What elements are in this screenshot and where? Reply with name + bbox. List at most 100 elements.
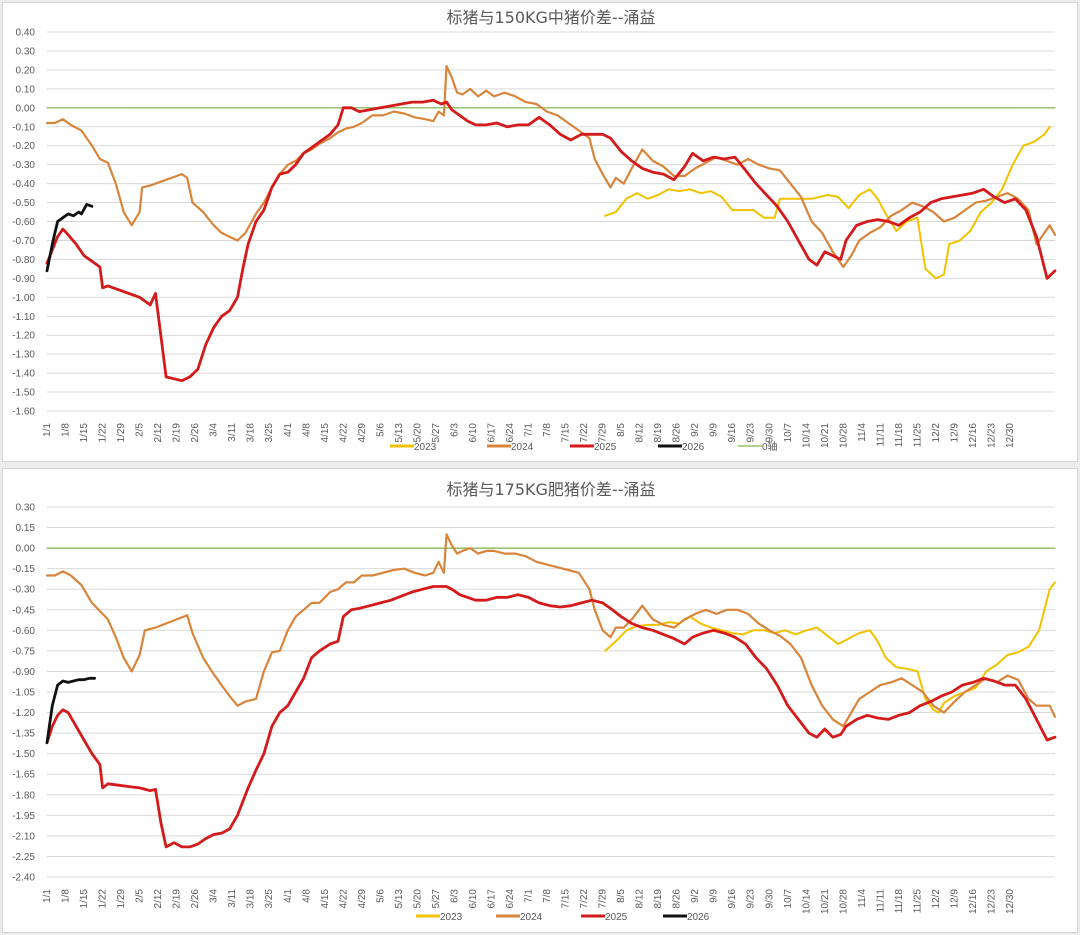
x-tick-label: 12/16 <box>968 889 979 914</box>
x-tick-label: 5/27 <box>431 423 442 443</box>
x-tick-label: 2/19 <box>172 889 183 909</box>
x-tick-label: 8/5 <box>616 423 627 437</box>
x-tick-label: 11/18 <box>894 423 905 448</box>
x-tick-label: 2/26 <box>190 889 201 909</box>
x-tick-label: 12/23 <box>987 423 998 448</box>
y-tick-label: -1.60 <box>12 407 35 418</box>
y-tick-label: -0.30 <box>12 585 35 596</box>
x-tick-label: 11/25 <box>912 423 923 448</box>
x-tick-label: 6/3 <box>449 423 460 437</box>
x-tick-label: 11/4 <box>857 423 868 442</box>
x-tick-label: 9/30 <box>764 889 775 909</box>
x-tick-label: 7/8 <box>542 423 553 437</box>
x-tick-label: 12/2 <box>931 423 942 443</box>
x-tick-label: 7/29 <box>598 889 609 909</box>
x-tick-label: 9/9 <box>709 889 720 903</box>
legend-label: 2025 <box>594 442 617 453</box>
x-tick-label: 5/20 <box>412 423 423 443</box>
y-tick-label: -0.30 <box>12 160 35 171</box>
legend-label: 2026 <box>682 442 705 453</box>
x-tick-label: 6/24 <box>505 423 516 443</box>
x-tick-label: 10/14 <box>801 423 812 448</box>
x-tick-label: 5/20 <box>412 889 423 909</box>
x-tick-label: 4/15 <box>320 889 331 909</box>
y-tick-label: -0.60 <box>12 217 35 228</box>
x-tick-label: 2/19 <box>172 423 183 443</box>
legend-label: 0轴 <box>762 440 778 453</box>
x-tick-label: 7/22 <box>579 423 590 443</box>
y-tick-label: -2.25 <box>12 852 35 863</box>
x-tick-label: 7/1 <box>524 423 535 437</box>
y-tick-label: -0.15 <box>12 564 35 575</box>
series-line-2023 <box>604 125 1051 280</box>
x-tick-label: 8/19 <box>653 889 664 909</box>
x-tick-label: 3/18 <box>246 889 257 909</box>
x-tick-label: 9/2 <box>690 889 701 903</box>
y-tick-label: 0.15 <box>16 523 36 534</box>
x-tick-label: 7/22 <box>579 889 590 909</box>
x-tick-label: 2/26 <box>190 423 201 443</box>
x-tick-label: 6/10 <box>468 423 479 443</box>
x-tick-label: 9/16 <box>727 423 738 443</box>
x-tick-label: 7/15 <box>561 889 572 909</box>
y-tick-label: -1.50 <box>12 388 35 399</box>
x-tick-label: 11/11 <box>875 423 886 447</box>
y-tick-label: -2.10 <box>12 831 35 842</box>
x-tick-label: 5/6 <box>375 889 386 903</box>
x-tick-label: 3/25 <box>264 423 275 443</box>
legend-label: 2025 <box>605 912 628 923</box>
x-tick-label: 3/11 <box>227 423 238 442</box>
x-tick-label: 1/29 <box>116 889 127 909</box>
x-tick-label: 7/8 <box>542 889 553 903</box>
series-line-2025 <box>45 98 1057 383</box>
x-tick-label: 4/29 <box>357 889 368 909</box>
x-tick-label: 10/7 <box>783 889 794 909</box>
x-tick-label: 5/13 <box>394 889 405 909</box>
x-tick-label: 1/15 <box>79 423 90 443</box>
chart-panel-175kg: 标猪与175KG肥猪价差--涌益 0.30 0.15 0.00 -0.15 -0.30 -0… <box>2 468 1078 933</box>
y-tick-label: -0.20 <box>12 141 35 152</box>
series-line-2024 <box>45 64 1057 269</box>
series-line-2025 <box>45 585 1057 849</box>
x-tick-label: 2/5 <box>135 889 146 903</box>
y-tick-label: -1.95 <box>12 811 35 822</box>
x-tick-label: 6/24 <box>505 889 516 909</box>
x-tick-label: 1/8 <box>61 423 72 437</box>
x-tick-label: 5/13 <box>394 423 405 443</box>
x-tick-label: 10/28 <box>838 423 849 448</box>
x-tick-label: 12/2 <box>931 889 942 909</box>
x-tick-label: 9/30 <box>764 423 775 443</box>
x-tick-label: 8/5 <box>616 889 627 903</box>
x-tick-label: 12/16 <box>968 423 979 448</box>
y-tick-label: -0.75 <box>12 646 35 657</box>
series-line-2024 <box>45 533 1057 728</box>
y-tick-label: 0.00 <box>16 103 36 114</box>
x-tick-label: 3/18 <box>246 423 257 443</box>
x-tick-label: 1/29 <box>116 423 127 443</box>
x-tick-label: 3/4 <box>209 889 220 903</box>
x-tick-label: 5/27 <box>431 889 442 909</box>
x-tick-label: 7/29 <box>598 423 609 443</box>
x-tick-label: 4/8 <box>301 889 312 903</box>
x-tick-label: 6/17 <box>486 423 497 443</box>
y-tick-label: -1.50 <box>12 749 35 760</box>
x-tick-label: 9/9 <box>709 423 720 437</box>
x-tick-label: 4/1 <box>283 423 294 437</box>
x-tick-label: 11/18 <box>894 889 905 914</box>
chart-title: 标猪与150KG中猪价差--涌益 <box>447 8 656 27</box>
legend-label: 2023 <box>440 912 463 923</box>
y-tick-label: -0.10 <box>12 122 35 133</box>
legend-label: 2024 <box>511 442 534 453</box>
y-tick-label: 0.00 <box>16 544 36 555</box>
series-line-2026 <box>45 202 94 273</box>
chart-svg-150kg: 标猪与150KG中猪价差--涌益 0.40 0.30 0.20 0.10 0.00 -0.1… <box>12 8 1057 453</box>
chart-title: 标猪与175KG肥猪价差--涌益 <box>447 480 656 499</box>
y-tick-label: -1.20 <box>12 708 35 719</box>
x-tick-label: 1/22 <box>98 423 109 443</box>
x-tick-label: 3/4 <box>209 423 220 437</box>
x-tick-label: 9/23 <box>746 889 757 909</box>
y-tick-label: 0.40 <box>16 28 36 39</box>
y-tick-label: -1.10 <box>12 312 35 323</box>
x-tick-label: 1/1 <box>42 423 53 437</box>
y-tick-label: 0.30 <box>16 46 36 57</box>
